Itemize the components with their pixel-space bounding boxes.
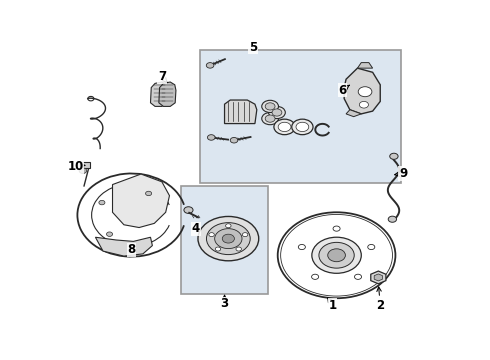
Polygon shape — [96, 237, 152, 256]
Polygon shape — [344, 68, 380, 114]
Ellipse shape — [278, 122, 291, 131]
Circle shape — [215, 247, 221, 251]
Polygon shape — [346, 110, 361, 117]
Circle shape — [106, 232, 113, 237]
Circle shape — [265, 115, 275, 122]
Circle shape — [222, 234, 234, 243]
Circle shape — [225, 224, 231, 228]
Circle shape — [354, 274, 362, 279]
Polygon shape — [371, 271, 386, 284]
Circle shape — [312, 237, 361, 273]
Circle shape — [272, 109, 282, 116]
Text: 8: 8 — [127, 243, 136, 256]
Circle shape — [328, 249, 345, 262]
Circle shape — [368, 244, 375, 249]
Circle shape — [262, 100, 278, 112]
Polygon shape — [159, 82, 176, 107]
Text: 6: 6 — [338, 84, 349, 97]
Text: 4: 4 — [192, 222, 200, 235]
Circle shape — [99, 201, 105, 205]
Circle shape — [262, 112, 278, 125]
FancyBboxPatch shape — [181, 186, 268, 294]
Ellipse shape — [274, 119, 295, 135]
Circle shape — [319, 242, 354, 268]
Circle shape — [206, 222, 250, 255]
Circle shape — [388, 216, 396, 222]
Ellipse shape — [292, 119, 313, 135]
Circle shape — [209, 233, 214, 237]
Circle shape — [333, 226, 340, 231]
Text: 7: 7 — [158, 70, 167, 83]
Circle shape — [390, 153, 398, 159]
Circle shape — [236, 247, 242, 251]
Text: 5: 5 — [249, 41, 257, 54]
Circle shape — [359, 102, 368, 108]
Text: 1: 1 — [328, 298, 337, 312]
Polygon shape — [76, 162, 90, 168]
Circle shape — [146, 191, 151, 196]
Circle shape — [198, 216, 259, 261]
Circle shape — [215, 229, 242, 249]
Circle shape — [206, 63, 214, 68]
Polygon shape — [113, 174, 170, 228]
Circle shape — [184, 207, 193, 213]
Circle shape — [358, 87, 372, 97]
Circle shape — [269, 107, 285, 118]
Text: 2: 2 — [376, 287, 384, 312]
Circle shape — [230, 138, 238, 143]
FancyBboxPatch shape — [200, 50, 401, 183]
Circle shape — [312, 274, 318, 279]
Circle shape — [243, 233, 248, 237]
Circle shape — [207, 135, 215, 140]
Polygon shape — [150, 82, 168, 107]
Polygon shape — [224, 100, 257, 123]
Text: 9: 9 — [394, 167, 407, 180]
Circle shape — [265, 103, 275, 110]
Ellipse shape — [296, 122, 309, 131]
Polygon shape — [374, 274, 383, 281]
Text: 10: 10 — [68, 160, 85, 173]
Polygon shape — [358, 63, 372, 68]
Circle shape — [79, 168, 87, 174]
Text: 3: 3 — [220, 295, 229, 310]
Circle shape — [298, 244, 305, 249]
